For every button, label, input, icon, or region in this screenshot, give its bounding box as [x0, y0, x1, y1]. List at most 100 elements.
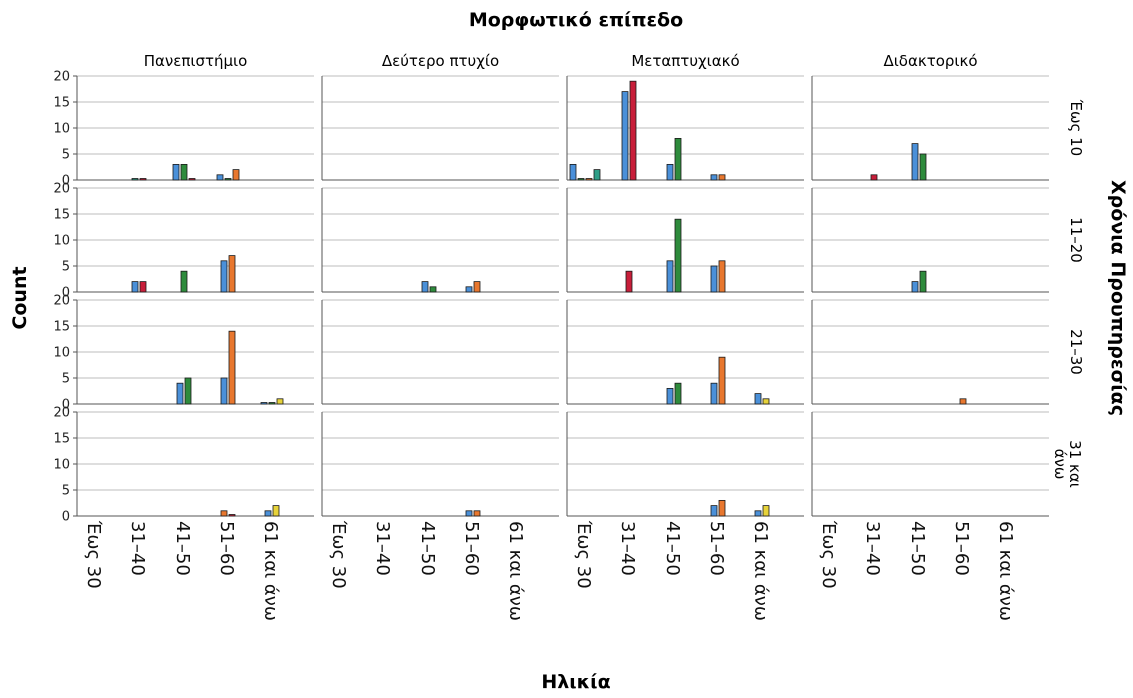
- bar: [216, 174, 224, 181]
- y-tick-label: 5: [62, 260, 70, 275]
- x-tick-label: 41–50: [172, 521, 193, 576]
- bar: [666, 163, 674, 181]
- bar: [429, 286, 437, 293]
- column-header: Μεταπτυχιακό: [631, 52, 739, 70]
- x-tick-label: 51–60: [216, 521, 237, 576]
- bar: [473, 510, 481, 517]
- y-tick-label: 10: [53, 234, 70, 249]
- bar: [131, 281, 139, 293]
- x-tick-label: 31–40: [372, 521, 393, 576]
- bar: [674, 137, 682, 181]
- bar: [268, 402, 276, 405]
- y-tick-label: 10: [53, 346, 70, 361]
- x-axis-title: Ηλικία: [541, 671, 610, 693]
- bar: [666, 260, 674, 293]
- x-tick-label: 61 και άνω: [995, 521, 1016, 621]
- y-tick-label: 0: [62, 510, 70, 525]
- y-tick-label: 10: [53, 458, 70, 473]
- row-header: Έως 10: [1067, 99, 1085, 156]
- bar: [228, 514, 236, 517]
- y-tick-label: 0: [62, 174, 70, 189]
- bar: [674, 382, 682, 405]
- bar: [762, 505, 770, 517]
- x-tick-label: 41–50: [417, 521, 438, 576]
- x-tick-label: Έως 30: [573, 520, 594, 589]
- x-tick-label: 61 και άνω: [750, 521, 771, 621]
- bar: [625, 270, 633, 293]
- bar: [919, 153, 927, 181]
- x-tick-label: 51–60: [951, 521, 972, 576]
- bar: [139, 281, 147, 293]
- y-tick-label: 0: [62, 286, 70, 301]
- x-tick-label: 51–60: [461, 521, 482, 576]
- bar: [666, 387, 674, 405]
- row-header: 11–20: [1067, 217, 1085, 263]
- column-header: Δεύτερο πτυχίο: [382, 52, 499, 70]
- bar: [754, 393, 762, 405]
- x-tick-label: 41–50: [907, 521, 928, 576]
- bar: [710, 174, 718, 181]
- row-header: 31 καιάνω: [1051, 440, 1084, 488]
- bar: [762, 398, 770, 405]
- row-header: 21–30: [1067, 329, 1085, 375]
- y-tick-label: 15: [53, 96, 70, 111]
- bar: [870, 174, 878, 181]
- y-tick-label: 5: [62, 372, 70, 387]
- bar: [232, 169, 240, 181]
- x-tick-label: 61 και άνω: [260, 521, 281, 621]
- bar: [176, 382, 184, 405]
- bar: [172, 163, 180, 181]
- bar: [629, 80, 637, 181]
- x-tick-label: 51–60: [706, 521, 727, 576]
- bar: [228, 255, 236, 293]
- bar: [710, 382, 718, 405]
- bar: [718, 356, 726, 405]
- bar: [911, 281, 919, 293]
- bar: [264, 510, 272, 517]
- bar: [718, 260, 726, 293]
- bar: [180, 270, 188, 293]
- y-tick-label: 20: [53, 70, 70, 85]
- x-tick-label: 41–50: [662, 521, 683, 576]
- bar: [577, 178, 585, 181]
- bar: [754, 510, 762, 517]
- bar: [131, 178, 139, 181]
- y-tick-label: 20: [53, 182, 70, 197]
- bar: [911, 143, 919, 181]
- bar: [593, 169, 601, 181]
- bar: [473, 281, 481, 293]
- bar: [919, 270, 927, 293]
- y-tick-label: 5: [62, 484, 70, 499]
- chart-title: Μορφωτικό επίπεδο: [469, 9, 683, 31]
- bar: [710, 265, 718, 293]
- column-header: Διδακτορικό: [883, 52, 977, 70]
- bar: [718, 499, 726, 517]
- x-tick-label: 61 και άνω: [505, 521, 526, 621]
- y-tick-label: 20: [53, 406, 70, 421]
- x-tick-label: Έως 30: [83, 520, 104, 589]
- bar: [621, 91, 629, 181]
- bar: [260, 402, 268, 405]
- y-axis-title: Count: [9, 266, 31, 329]
- bar: [959, 398, 967, 405]
- row-facet-title: Χρόνια Προυπηρεσίας: [1107, 180, 1129, 416]
- bar: [569, 163, 577, 181]
- bar: [710, 505, 718, 517]
- bar: [465, 286, 473, 293]
- bar: [220, 510, 228, 517]
- y-tick-label: 10: [53, 122, 70, 137]
- x-tick-label: 31–40: [862, 521, 883, 576]
- bar: [272, 505, 280, 517]
- bar: [421, 281, 429, 293]
- bar: [220, 377, 228, 405]
- y-tick-label: 20: [53, 294, 70, 309]
- column-header: Πανεπιστήμιο: [144, 52, 248, 70]
- bar: [674, 218, 682, 293]
- bar: [465, 510, 473, 517]
- y-tick-label: 15: [53, 208, 70, 223]
- x-tick-label: Έως 30: [818, 520, 839, 589]
- x-tick-label: 31–40: [617, 521, 638, 576]
- bar: [718, 174, 726, 181]
